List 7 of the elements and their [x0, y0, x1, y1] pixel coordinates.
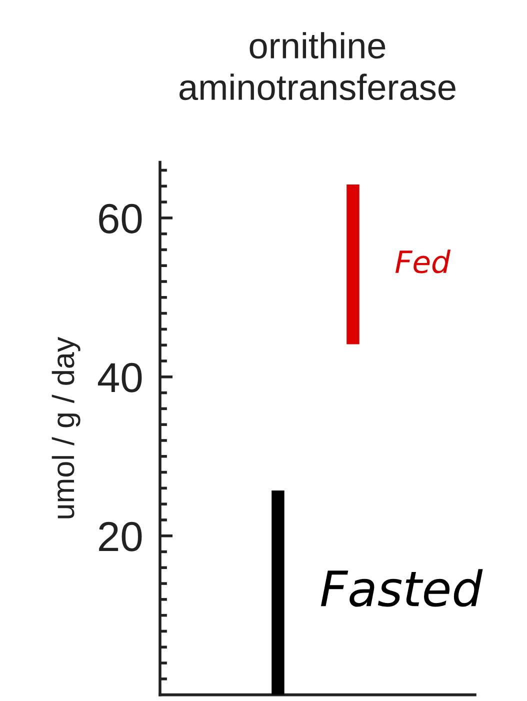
y-tick-label: 60: [99, 204, 142, 234]
annotation: Fasted: [320, 569, 483, 607]
y-axis-title: umol / g / day: [52, 336, 80, 518]
y-tick-label: 40: [98, 362, 142, 392]
chart-title: ornithine aminotransferase: [180, 32, 456, 100]
annotation: Fed: [395, 250, 451, 274]
y-tick-label: 20: [99, 522, 142, 552]
